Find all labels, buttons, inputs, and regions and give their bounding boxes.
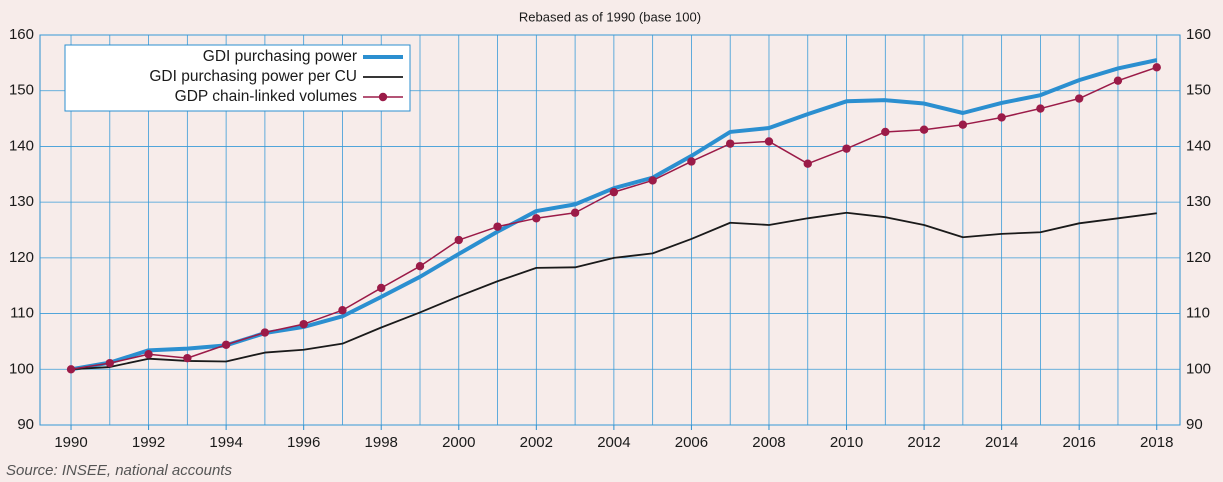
y-tick-label: 110 xyxy=(10,305,34,322)
series-marker xyxy=(803,159,812,168)
y-tick-label: 150 xyxy=(9,82,34,99)
series-marker xyxy=(919,125,929,134)
x-tick-label: 1990 xyxy=(54,434,87,451)
x-tick-label: 2014 xyxy=(985,434,1018,451)
legend-box xyxy=(64,44,411,112)
y2-tick-label: 160 xyxy=(1186,26,1211,43)
series-marker xyxy=(66,365,76,374)
series-marker xyxy=(570,208,580,217)
series-marker xyxy=(648,176,657,185)
y-tick-label: 100 xyxy=(9,360,34,377)
series-marker xyxy=(1152,63,1161,72)
x-tick-label: 2008 xyxy=(752,434,785,451)
legend-label: GDI purchasing power xyxy=(203,48,357,65)
source-note: Source: INSEE, national accounts xyxy=(6,462,232,479)
chart-title: Rebased as of 1990 (base 100) xyxy=(519,9,701,24)
x-tick-label: 2010 xyxy=(830,434,863,451)
series-marker xyxy=(881,127,890,137)
legend-label: GDP chain-linked volumes xyxy=(175,88,358,105)
series-marker xyxy=(1074,94,1084,103)
x-tick-label: 2006 xyxy=(675,434,708,451)
series-line xyxy=(70,211,1157,371)
series-marker xyxy=(726,139,735,148)
y-tick-label: 120 xyxy=(9,249,34,266)
series-marker xyxy=(764,137,774,146)
y2-tick-label: 90 xyxy=(1186,416,1203,433)
series-marker xyxy=(609,187,619,197)
y2-tick-label: 120 xyxy=(1186,249,1211,266)
series-marker xyxy=(183,353,192,363)
x-tick-label: 1998 xyxy=(365,434,398,451)
y2-tick-label: 150 xyxy=(1186,82,1211,99)
series-marker xyxy=(144,350,153,359)
y2-tick-label: 130 xyxy=(1186,193,1211,210)
y2-tick-label: 110 xyxy=(1186,305,1210,322)
y-tick-label: 140 xyxy=(9,137,34,154)
series-marker xyxy=(532,214,541,223)
series-marker xyxy=(299,319,308,329)
x-tick-label: 1996 xyxy=(287,434,320,451)
y-tick-label: 130 xyxy=(9,193,34,210)
series-marker xyxy=(1036,104,1045,113)
x-tick-label: 2018 xyxy=(1140,434,1173,451)
y2-tick-label: 100 xyxy=(1186,360,1211,377)
series-marker xyxy=(997,113,1006,122)
series-marker xyxy=(415,262,425,271)
series-marker xyxy=(338,306,347,315)
series-marker xyxy=(958,120,968,129)
y-tick-label: 160 xyxy=(9,26,34,43)
x-tick-label: 2000 xyxy=(442,434,475,451)
y2-tick-label: 140 xyxy=(1186,137,1211,154)
y-tick-label: 90 xyxy=(17,416,34,433)
series-marker xyxy=(687,157,696,166)
series-marker xyxy=(454,235,463,245)
x-tick-label: 1992 xyxy=(132,434,165,451)
x-tick-label: 2002 xyxy=(520,434,553,451)
series-marker xyxy=(493,222,502,231)
series-marker xyxy=(105,358,114,368)
x-tick-label: 2004 xyxy=(597,434,630,451)
series-marker xyxy=(1113,76,1123,85)
x-tick-label: 2012 xyxy=(907,434,940,451)
x-tick-label: 2016 xyxy=(1062,434,1095,451)
series-marker xyxy=(260,328,270,337)
legend-marker xyxy=(378,92,388,102)
legend-label: GDI purchasing power per CU xyxy=(149,68,357,85)
series-marker xyxy=(842,144,851,153)
series-marker xyxy=(221,340,231,349)
series-marker xyxy=(377,283,386,293)
x-tick-label: 1994 xyxy=(209,434,242,451)
